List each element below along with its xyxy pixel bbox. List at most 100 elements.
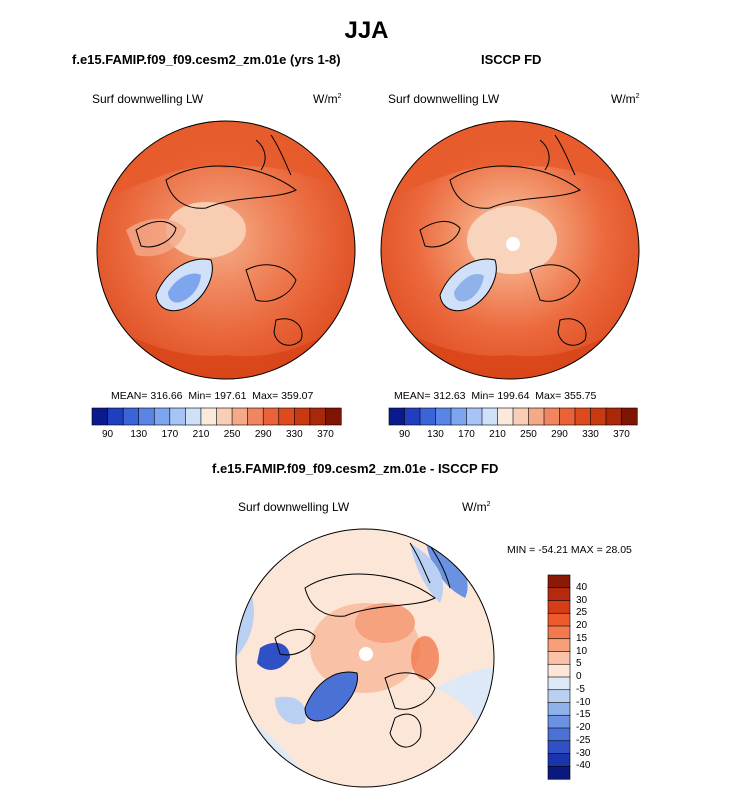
bottom-pole-hole [359,647,373,661]
bottom-colorbar-swatch [547,765,571,780]
right-colorbar-tick-label: 170 [458,429,475,440]
bottom-field-region [275,696,306,725]
bottom-panel-title: f.e15.FAMIP.f09_f09.cesm2_zm.01e - ISCCP… [212,461,499,476]
bottom-colorbar-tick-label: 40 [576,581,588,593]
left-colorbar-swatch [153,407,171,426]
bottom-field-region [355,603,415,643]
left-min: Min= 197.61 [188,390,247,402]
right-colorbar-tick-label: 330 [582,429,599,440]
bottom-coastline [304,573,436,617]
bottom-colorbar-tick-label: -10 [576,696,591,708]
bottom-colorbar-tick-label: 25 [576,607,588,619]
right-field-band [381,121,639,200]
right-colorbar-tick-label: 90 [398,429,411,440]
right-coastline [419,221,461,248]
right-max: Max= 355.75 [535,390,597,402]
right-colorbar-swatch [543,407,561,426]
right-colorbar-swatch [621,407,638,426]
right-colorbar-swatch [574,407,592,426]
bottom-coastline [389,713,422,748]
bottom-field-region [257,642,290,670]
bottom-colorbar-tick-label: 15 [576,632,588,644]
left-colorbar-tick-label: 130 [130,429,148,440]
right-colorbar-tick-label: 130 [427,429,444,440]
left-units-label: W/m2 [313,92,342,106]
left-stats: MEAN= 316.66 Min= 197.61 Max= 359.07 [111,390,313,402]
left-field-region [126,218,186,257]
bottom-colorbar [547,574,571,780]
left-colorbar-tick-label: 370 [317,429,334,440]
bottom-coastline [304,671,358,722]
bottom-colorbar-tick-label: -5 [576,683,585,695]
bottom-colorbar-swatch [547,574,571,589]
right-colorbar-swatch [497,407,514,426]
bottom-colorbar-swatch [547,600,571,614]
left-colorbar-swatch [185,407,202,426]
bottom-greenland-region [305,672,358,721]
right-greenland-core [454,273,484,302]
right-colorbar-tick-label: 210 [489,429,506,440]
right-coastline [557,318,587,346]
left-colorbar-swatch [262,407,280,426]
left-max: Max= 359.07 [252,390,314,402]
left-coastline [273,318,303,346]
left-coastline [135,221,177,248]
left-coastline [165,165,297,209]
right-colorbar-swatch [450,407,468,426]
bottom-colorbar-tick-label: 0 [576,671,582,682]
bottom-colorbar-tick-label: -15 [576,709,591,721]
bottom-colorbar-swatch [547,702,571,716]
left-colorbar-tick-label: 290 [254,429,272,440]
bottom-coastline [274,629,316,656]
bottom-colorbar-tick-label: 10 [576,645,588,657]
right-colorbar-swatch [419,407,437,426]
bottom-colorbar-swatch [547,587,571,602]
bottom-minmax: MIN = -54.21 MAX = 28.05 [507,544,632,556]
bottom-field-region [425,538,468,598]
right-polar-map [380,120,640,380]
bottom-colorbar-swatch [547,638,571,653]
left-colorbar-swatch [325,407,342,426]
left-colorbar-swatch [309,407,327,426]
left-field-region [166,202,246,258]
bottom-field-region [435,668,494,748]
right-map-border [380,120,640,380]
bottom-colorbar-swatch [547,663,571,678]
right-colorbar-tick-label: 250 [520,429,537,440]
right-colorbar-swatch [605,407,623,426]
left-colorbar-tick-label: 170 [161,429,179,440]
right-colorbar [388,407,638,426]
left-colorbar-tick-label: 250 [223,429,241,440]
right-colorbar-swatch [435,407,452,426]
left-greenland-core [168,273,201,303]
left-colorbar-tick-label: 90 [102,429,114,440]
figure-title: JJA [344,17,389,44]
right-units-label: W/m2 [611,92,640,106]
right-coastline [539,134,576,176]
bottom-polar-map [235,528,495,788]
left-colorbar-swatch [107,407,124,426]
bottom-colorbar-tick-label: 5 [576,658,582,670]
left-coastline [155,258,213,312]
left-mean: MEAN= 316.66 [111,390,183,402]
left-field-band [97,121,355,200]
left-colorbar-swatch [294,407,311,426]
bottom-colorbar-swatch [547,689,571,704]
left-colorbar-swatch [216,407,233,426]
bottom-colorbar-swatch [547,714,571,729]
right-colorbar-swatch [590,407,607,426]
bottom-coastline [384,672,436,710]
bottom-field-region [411,636,439,680]
right-colorbar-tick-label: 370 [613,429,630,440]
left-colorbar-tick-label: 210 [192,429,210,440]
right-panel-title: ISCCP FD [481,52,542,67]
right-colorbar-swatch [404,407,421,426]
right-colorbar-swatch [481,407,499,426]
left-colorbar [91,407,342,426]
bottom-colorbar-swatch [547,676,571,691]
left-coastline [245,264,297,302]
bottom-colorbar-swatch [547,651,571,665]
left-colorbar-swatch [200,407,218,426]
right-colorbar-swatch [559,407,576,426]
left-colorbar-swatch [247,407,264,426]
